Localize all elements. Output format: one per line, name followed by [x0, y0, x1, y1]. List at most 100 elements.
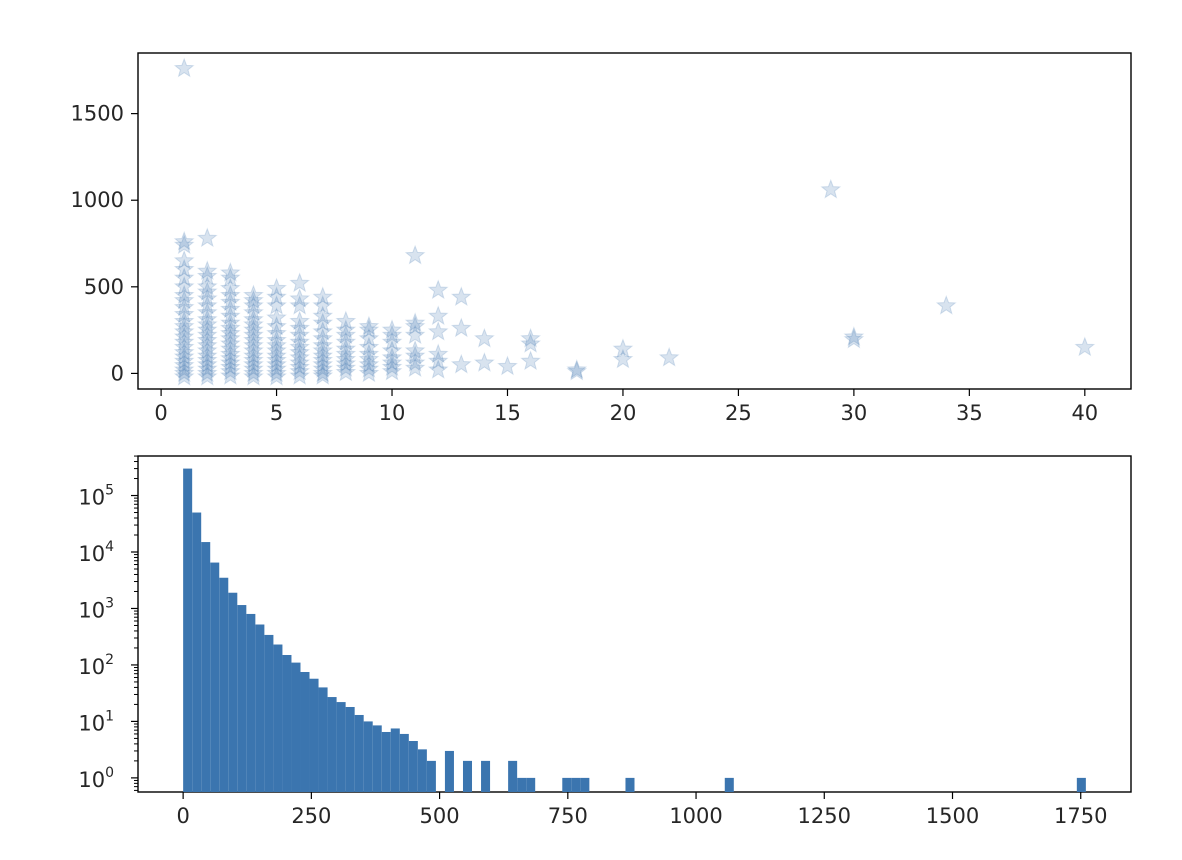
- scatter-point: [173, 350, 195, 371]
- scatter-point: [289, 288, 311, 308]
- scatter-point: [520, 350, 541, 371]
- x-tick-label: 20: [610, 401, 637, 425]
- scatter-point: [219, 298, 241, 319]
- scatter-point: [243, 362, 264, 383]
- histogram-bar: [526, 777, 536, 792]
- scatter-point: [843, 326, 865, 346]
- scatter-point: [289, 356, 311, 377]
- scatter-point: [312, 353, 334, 374]
- scatter-point: [219, 338, 241, 359]
- scatter-point: [196, 358, 218, 378]
- scatter-point: [358, 348, 380, 369]
- scatter-point: [381, 331, 403, 352]
- scatter-point: [289, 317, 311, 338]
- scatter-points: [173, 57, 1096, 386]
- scatter-point: [312, 294, 334, 315]
- scatter-point: [243, 294, 264, 315]
- histogram-bar: [318, 687, 328, 792]
- scatter-point: [289, 341, 311, 362]
- scatter-point: [219, 365, 241, 385]
- scatter-point: [612, 348, 634, 369]
- scatter-point: [173, 57, 195, 78]
- histogram-bar: [201, 542, 211, 792]
- y-tick-label: 500: [84, 275, 124, 299]
- scatter-point: [243, 353, 264, 374]
- histogram-bar: [426, 760, 436, 792]
- scatter-point: [312, 362, 334, 383]
- scatter-point: [196, 334, 218, 355]
- histogram-bar: [481, 760, 491, 792]
- histogram-bar: [264, 634, 274, 792]
- scatter-point: [427, 320, 449, 341]
- scatter-point: [173, 359, 195, 379]
- scatter-point: [173, 346, 195, 366]
- scatter-point: [358, 353, 380, 374]
- histogram-bar: [417, 749, 427, 792]
- histogram-bars: [183, 468, 1086, 792]
- scatter-point: [450, 286, 472, 307]
- scatter-point: [219, 267, 241, 287]
- scatter-point: [219, 352, 241, 372]
- scatter-point: [196, 324, 218, 345]
- scatter-point: [266, 362, 287, 383]
- histogram-bar: [372, 725, 382, 792]
- histogram-bar: [228, 592, 238, 792]
- histogram-bar: [300, 671, 310, 792]
- scatter-point: [404, 324, 426, 345]
- histogram-bar: [336, 702, 346, 792]
- scatter-point: [173, 230, 195, 251]
- scatter-point: [173, 296, 195, 317]
- y-tick-label: 103: [78, 595, 114, 622]
- histogram-bar: [237, 605, 247, 792]
- x-tick-label: 250: [291, 804, 331, 828]
- scatter-point: [219, 360, 241, 381]
- scatter-point: [266, 277, 287, 298]
- scatter-plot-frame: [137, 52, 1132, 390]
- scatter-point: [266, 345, 287, 365]
- scatter-point: [173, 362, 195, 383]
- histogram-bar: [183, 468, 193, 792]
- scatter-point: [497, 355, 518, 376]
- scatter-point: [173, 341, 195, 362]
- scatter-point: [196, 265, 218, 286]
- scatter-point: [266, 358, 287, 378]
- histogram-bar: [562, 777, 572, 792]
- scatter-point: [266, 315, 287, 336]
- scatter-point: [520, 327, 541, 348]
- histogram-bar: [625, 777, 635, 792]
- scatter-point: [196, 339, 218, 360]
- scatter-point: [243, 334, 264, 355]
- scatter-point: [289, 294, 311, 315]
- scatter-point: [935, 294, 957, 315]
- scatter-point: [243, 308, 264, 329]
- histogram-bar: [1076, 777, 1086, 792]
- histogram-bar: [381, 731, 391, 792]
- scatter-point: [289, 324, 311, 345]
- scatter-point: [219, 284, 241, 305]
- histogram-bar: [192, 512, 202, 792]
- scatter-point: [289, 272, 311, 293]
- scatter-point: [266, 334, 287, 355]
- scatter-point: [289, 336, 311, 357]
- scatter-point: [266, 294, 287, 315]
- scatter-point: [219, 312, 241, 333]
- scatter-point: [289, 360, 311, 381]
- scatter-point: [266, 365, 287, 386]
- scatter-point: [243, 329, 264, 350]
- histogram-bar: [291, 662, 301, 792]
- x-tick-label: 40: [1071, 401, 1098, 425]
- scatter-point: [312, 339, 334, 360]
- scatter-panel: 0 5 10 15 20 25 30 35 40 0 500 1000 1500: [71, 52, 1132, 425]
- scatter-point: [335, 324, 357, 345]
- scatter-point: [404, 244, 426, 265]
- histogram-bar: [363, 721, 373, 792]
- y-tick-label: 1500: [71, 102, 124, 126]
- histogram-bar: [255, 624, 265, 792]
- scatter-point: [173, 275, 195, 296]
- scatter-point: [335, 319, 357, 339]
- scatter-point: [243, 339, 264, 360]
- x-tick-label: 0: [154, 401, 167, 425]
- histogram-bar: [390, 728, 400, 792]
- scatter-point: [335, 348, 357, 369]
